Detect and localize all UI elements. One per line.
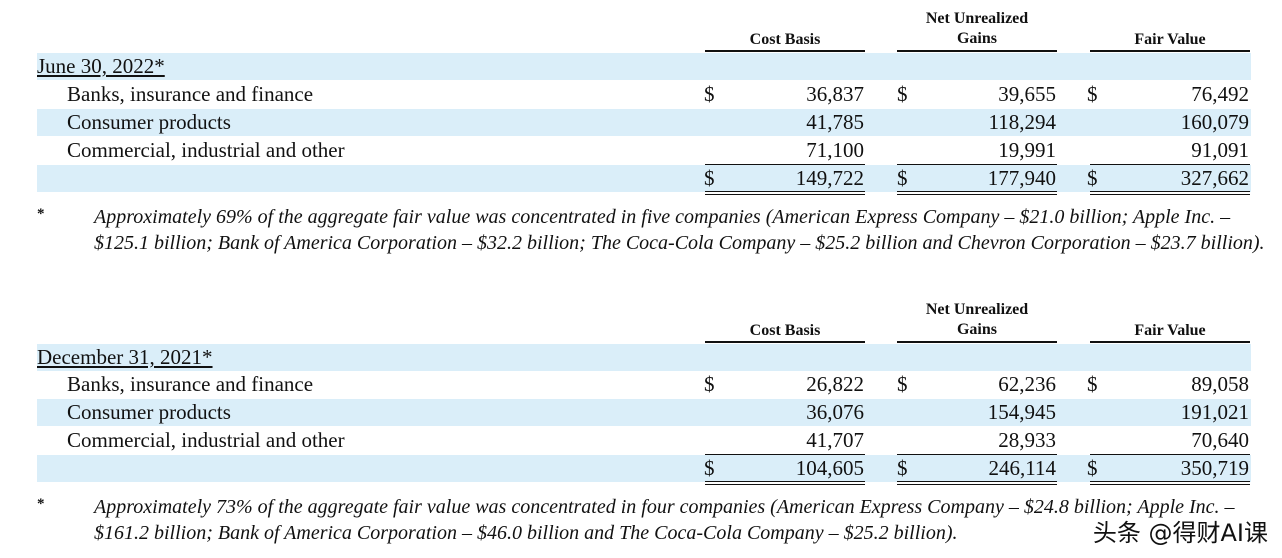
fair-value-total: 350,719 — [1180, 456, 1249, 480]
header-underline — [897, 341, 1057, 343]
cost-basis-value: 36,837 — [806, 82, 864, 106]
total-row: $ 104,605 $ 246,114 $ 350,719 — [37, 455, 1251, 482]
cost-basis-value: 36,076 — [806, 400, 864, 424]
table-row: Commercial, industrial and other 71,100 … — [37, 137, 1251, 164]
fair-value: 160,079 — [1180, 110, 1249, 134]
dollar-sign: $ — [1087, 456, 1098, 480]
gains-value: 39,655 — [998, 82, 1056, 106]
header-net-unrealized-line1: Net Unrealized — [925, 10, 1029, 27]
cost-basis-value: 41,785 — [806, 110, 864, 134]
fair-value: 191,021 — [1180, 400, 1249, 424]
gains-value: 28,933 — [998, 428, 1056, 452]
footnote-text: Approximately 73% of the aggregate fair … — [94, 496, 1235, 544]
fair-value: 89,058 — [1191, 372, 1249, 396]
header-fair-value: Fair Value — [1134, 322, 1206, 339]
cost-basis-value: 26,822 — [806, 372, 864, 396]
row-label: Commercial, industrial and other — [67, 138, 345, 162]
dollar-sign: $ — [1087, 166, 1098, 190]
dollar-sign: $ — [897, 456, 908, 480]
gains-value: 154,945 — [987, 400, 1056, 424]
holdings-table-2021: Cost Basis Net Unrealized Gains Fair Val… — [0, 290, 1282, 558]
row-label: Banks, insurance and finance — [67, 82, 314, 106]
watermark: 头条 @得财AI课 — [1092, 519, 1268, 547]
table-row: Consumer products 36,076 154,945 191,021 — [37, 399, 1251, 426]
total-double-rule — [705, 191, 865, 195]
header-fair-value: Fair Value — [1134, 31, 1206, 48]
dollar-sign: $ — [897, 166, 908, 190]
date-row: June 30, 2022* — [37, 53, 1251, 80]
fair-value: 70,640 — [1191, 428, 1249, 452]
table-row: Banks, insurance and finance $ 26,822 $ … — [37, 371, 1251, 398]
dollar-sign: $ — [704, 456, 715, 480]
dollar-sign: $ — [1087, 82, 1098, 106]
header-underline — [1090, 50, 1250, 52]
footnote-text: Approximately 69% of the aggregate fair … — [94, 206, 1265, 254]
header-net-unrealized: Net Unrealized Gains — [897, 9, 1057, 49]
period-date: December 31, 2021* — [37, 345, 213, 369]
subtotal-rule — [897, 454, 1057, 455]
header-cost-basis: Cost Basis — [749, 322, 821, 339]
fair-value: 91,091 — [1191, 138, 1249, 162]
total-double-rule — [705, 481, 865, 485]
total-double-rule — [897, 191, 1057, 195]
gains-total: 177,940 — [987, 166, 1056, 190]
holdings-table-2022: Cost Basis Net Unrealized Gains Fair Val… — [37, 9, 1265, 254]
header-underline — [705, 50, 865, 52]
table-row: Consumer products 41,785 118,294 160,079 — [37, 109, 1251, 136]
dollar-sign: $ — [1087, 372, 1098, 396]
row-label: Consumer products — [67, 110, 231, 134]
fair-value: 76,492 — [1191, 82, 1249, 106]
dollar-sign: $ — [704, 166, 715, 190]
header-net-unrealized-line2: Gains — [956, 321, 997, 338]
total-double-rule — [897, 481, 1057, 485]
cost-basis-total: 104,605 — [795, 456, 864, 480]
period-date: June 30, 2022* — [37, 54, 165, 78]
gains-total: 246,114 — [988, 456, 1056, 480]
subtotal-rule — [705, 164, 865, 165]
footnote-mark: * — [37, 206, 45, 222]
row-label: Consumer products — [67, 400, 231, 424]
row-label: Commercial, industrial and other — [67, 428, 345, 452]
subtotal-rule — [1090, 164, 1250, 165]
header-net-unrealized: Net Unrealized Gains — [897, 300, 1057, 340]
table-row: Banks, insurance and finance $ 36,837 $ … — [37, 81, 1251, 108]
dollar-sign: $ — [704, 372, 715, 396]
subtotal-rule — [1090, 454, 1250, 455]
header-net-unrealized-line2: Gains — [956, 30, 997, 47]
cost-basis-total: 149,722 — [795, 166, 864, 190]
header-underline — [897, 50, 1057, 52]
table-row: Commercial, industrial and other 41,707 … — [37, 427, 1251, 454]
date-row: December 31, 2021* — [37, 344, 1251, 371]
subtotal-rule — [897, 164, 1057, 165]
total-double-rule — [1090, 481, 1250, 485]
cost-basis-value: 71,100 — [806, 138, 864, 162]
gains-value: 118,294 — [988, 110, 1056, 134]
total-row: $ 149,722 $ 177,940 $ 327,662 — [37, 165, 1251, 192]
header-cost-basis: Cost Basis — [749, 31, 821, 48]
dollar-sign: $ — [897, 372, 908, 396]
footnote-mark: * — [37, 496, 45, 512]
row-label: Banks, insurance and finance — [67, 372, 314, 396]
total-double-rule — [1090, 191, 1250, 195]
gains-value: 62,236 — [998, 372, 1056, 396]
dollar-sign: $ — [897, 82, 908, 106]
header-underline — [705, 341, 865, 343]
fair-value-total: 327,662 — [1180, 166, 1249, 190]
gains-value: 19,991 — [998, 138, 1056, 162]
cost-basis-value: 41,707 — [806, 428, 864, 452]
header-underline — [1090, 341, 1250, 343]
header-net-unrealized-line1: Net Unrealized — [925, 301, 1029, 318]
dollar-sign: $ — [704, 82, 715, 106]
subtotal-rule — [705, 454, 865, 455]
